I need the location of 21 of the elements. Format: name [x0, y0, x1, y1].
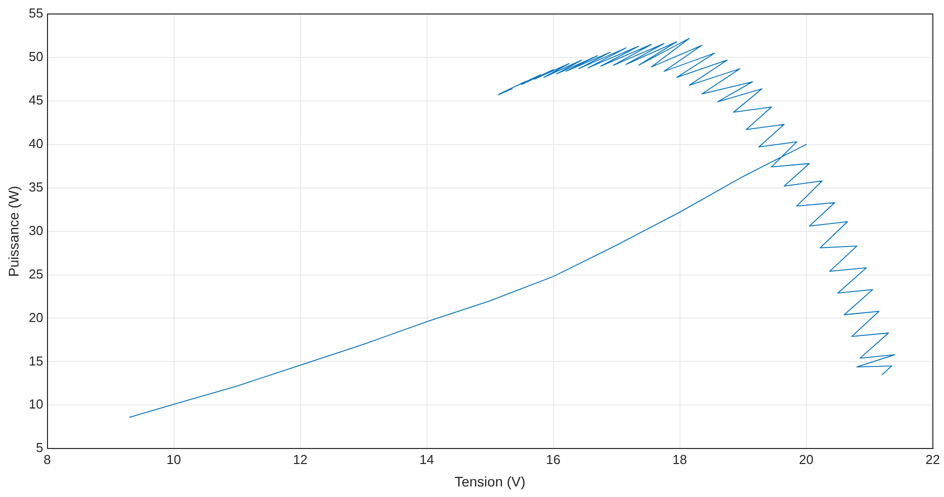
y-tick-label: 40	[28, 136, 44, 151]
x-tick-label: 12	[293, 452, 308, 467]
x-tick-label: 16	[546, 452, 560, 467]
y-tick-label: 45	[28, 92, 44, 108]
x-tick-label: 14	[420, 452, 434, 467]
y-tick-label: 20	[28, 310, 44, 325]
y-tick-label: 55	[28, 6, 44, 21]
y-tick-label: 5	[36, 440, 44, 456]
y-tick-label: 35	[28, 179, 44, 194]
y-tick-label: 15	[28, 353, 44, 368]
x-tick-label: 8	[44, 452, 51, 467]
y-axis-title: Puissance (W)	[5, 186, 22, 277]
y-tick-label: 30	[28, 222, 44, 238]
x-tick-label: 20	[799, 452, 814, 467]
y-tick-label: 25	[28, 266, 44, 282]
x-tick-label: 10	[166, 452, 181, 467]
x-tick-label: 22	[926, 452, 940, 467]
x-axis-title: Tension (V)	[454, 473, 526, 490]
x-tick-label: 18	[672, 452, 687, 467]
y-tick-label: 10	[28, 396, 44, 412]
y-tick-label: 50	[28, 49, 44, 64]
